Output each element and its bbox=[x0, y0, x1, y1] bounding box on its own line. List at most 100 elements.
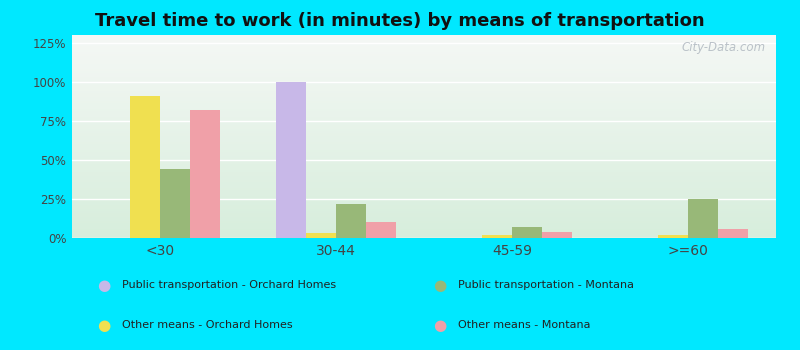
Bar bbox=[72, 210, 776, 212]
Bar bbox=[72, 60, 776, 61]
Bar bbox=[72, 185, 776, 187]
Bar bbox=[72, 63, 776, 65]
Bar bbox=[72, 78, 776, 80]
Bar bbox=[72, 90, 776, 92]
Bar bbox=[72, 149, 776, 151]
Bar bbox=[72, 128, 776, 131]
Bar bbox=[72, 116, 776, 118]
Bar bbox=[72, 228, 776, 230]
Bar bbox=[72, 165, 776, 167]
Bar bbox=[366, 222, 396, 238]
Bar bbox=[72, 175, 776, 177]
Bar bbox=[72, 39, 776, 41]
Bar bbox=[72, 82, 776, 84]
Bar bbox=[72, 122, 776, 124]
Bar bbox=[72, 167, 776, 169]
Bar bbox=[72, 47, 776, 49]
Bar bbox=[72, 224, 776, 226]
Bar bbox=[72, 70, 776, 71]
Text: Travel time to work (in minutes) by means of transportation: Travel time to work (in minutes) by mean… bbox=[95, 12, 705, 30]
Bar bbox=[72, 88, 776, 90]
Text: ●: ● bbox=[434, 278, 446, 293]
Bar bbox=[72, 120, 776, 122]
Bar bbox=[72, 139, 776, 141]
Bar bbox=[72, 61, 776, 63]
Text: Public transportation - Montana: Public transportation - Montana bbox=[458, 280, 634, 290]
Bar bbox=[718, 229, 748, 238]
Bar bbox=[72, 214, 776, 216]
Bar bbox=[72, 65, 776, 68]
Bar bbox=[72, 71, 776, 74]
Bar bbox=[72, 161, 776, 163]
Bar bbox=[72, 126, 776, 128]
Bar bbox=[72, 179, 776, 181]
Bar bbox=[72, 41, 776, 43]
Bar bbox=[72, 183, 776, 185]
Bar bbox=[72, 74, 776, 76]
Bar bbox=[72, 159, 776, 161]
Text: Public transportation - Orchard Homes: Public transportation - Orchard Homes bbox=[122, 280, 336, 290]
Bar bbox=[72, 132, 776, 134]
Bar bbox=[72, 76, 776, 78]
Bar bbox=[72, 94, 776, 96]
Bar bbox=[72, 153, 776, 155]
Bar bbox=[72, 212, 776, 214]
Bar bbox=[72, 236, 776, 238]
Bar bbox=[72, 220, 776, 222]
Bar bbox=[72, 177, 776, 179]
Text: ●: ● bbox=[98, 278, 110, 293]
Bar bbox=[72, 86, 776, 88]
Bar bbox=[72, 230, 776, 232]
Bar bbox=[72, 84, 776, 86]
Bar bbox=[72, 96, 776, 98]
Bar bbox=[72, 114, 776, 116]
Bar bbox=[72, 222, 776, 224]
Bar bbox=[72, 208, 776, 210]
Bar bbox=[72, 147, 776, 149]
Bar bbox=[72, 189, 776, 191]
Bar bbox=[72, 118, 776, 120]
Bar bbox=[72, 124, 776, 126]
Bar bbox=[72, 226, 776, 228]
Bar bbox=[72, 195, 776, 197]
Bar bbox=[72, 218, 776, 220]
Text: City-Data.com: City-Data.com bbox=[682, 41, 766, 54]
Bar bbox=[72, 102, 776, 104]
Bar bbox=[72, 181, 776, 183]
Bar bbox=[72, 232, 776, 234]
Bar bbox=[72, 202, 776, 203]
Bar bbox=[72, 110, 776, 112]
Bar bbox=[72, 205, 776, 208]
Bar bbox=[72, 163, 776, 165]
Text: Other means - Montana: Other means - Montana bbox=[458, 321, 590, 330]
Bar bbox=[276, 82, 306, 238]
Bar bbox=[160, 169, 190, 238]
Bar bbox=[72, 151, 776, 153]
Bar bbox=[72, 193, 776, 195]
Bar bbox=[72, 197, 776, 199]
Bar bbox=[72, 108, 776, 110]
Bar bbox=[72, 203, 776, 205]
Bar bbox=[72, 100, 776, 102]
Bar bbox=[72, 49, 776, 51]
Bar bbox=[72, 45, 776, 47]
Bar bbox=[72, 68, 776, 70]
Text: ●: ● bbox=[434, 318, 446, 333]
Bar bbox=[512, 227, 542, 238]
Bar bbox=[190, 110, 220, 238]
Bar bbox=[72, 131, 776, 132]
Bar bbox=[72, 55, 776, 57]
Bar bbox=[658, 235, 688, 238]
Bar bbox=[72, 234, 776, 236]
Bar bbox=[72, 112, 776, 114]
Bar bbox=[72, 187, 776, 189]
Bar bbox=[72, 157, 776, 159]
Bar bbox=[130, 96, 160, 238]
Bar bbox=[72, 98, 776, 100]
Bar bbox=[72, 106, 776, 108]
Bar bbox=[306, 233, 336, 238]
Bar bbox=[72, 104, 776, 106]
Bar bbox=[72, 37, 776, 39]
Text: Other means - Orchard Homes: Other means - Orchard Homes bbox=[122, 321, 292, 330]
Bar bbox=[72, 191, 776, 193]
